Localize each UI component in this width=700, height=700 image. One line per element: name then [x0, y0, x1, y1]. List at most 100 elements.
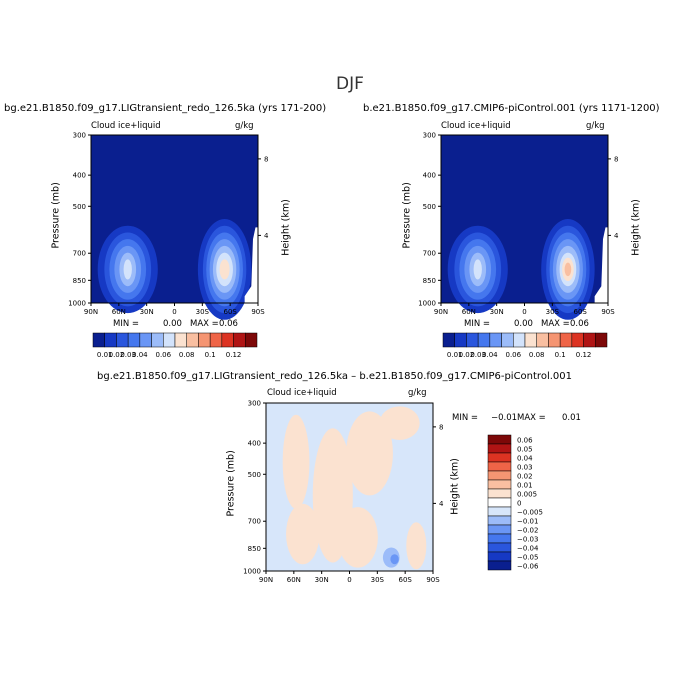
panel3-right-label: Height (km) [449, 458, 461, 515]
x-tick-label: 60S [573, 308, 587, 316]
colorbar-label: 0.06 [155, 351, 171, 359]
colorbar-label: 0.04 [517, 455, 533, 463]
colorbar-label: −0.005 [517, 509, 543, 517]
y-tick-label: 700 [248, 518, 261, 526]
colorbar-box [487, 551, 512, 562]
x-tick-label: 30N [315, 576, 329, 584]
panel1-max-value: 0.06 [219, 319, 238, 329]
contour-fill [286, 503, 320, 565]
contour-fill [406, 522, 427, 570]
y-tick-label: 850 [423, 277, 436, 285]
colorbar-label: 0 [517, 500, 521, 508]
height-tick-label: 4 [614, 232, 619, 240]
contour-fill [123, 259, 132, 280]
colorbar-box [487, 506, 512, 517]
figure-title: DJF [336, 74, 364, 94]
y-tick-label: 850 [248, 545, 261, 553]
colorbar-box [595, 332, 608, 348]
contour-fill [307, 409, 325, 430]
colorbar-label: 0.12 [226, 351, 242, 359]
x-tick-label: 90N [259, 576, 273, 584]
panel3-min-label: MIN = [452, 413, 479, 423]
y-tick-label: 500 [73, 203, 86, 211]
panel2-max-value: 0.06 [570, 319, 589, 329]
contour-fill [282, 414, 310, 509]
panel1-max-label: MAX = [190, 319, 219, 329]
colorbar-label: −0.05 [517, 554, 538, 562]
panel3-min-value: −0.01 [491, 413, 518, 423]
height-tick-label: 4 [264, 232, 269, 240]
panel3-max-value: 0.01 [562, 413, 581, 423]
colorbar-label: −0.03 [517, 536, 538, 544]
terrain-mask [594, 227, 608, 303]
contour-fill [219, 259, 230, 280]
x-tick-label: 60N [112, 308, 126, 316]
x-tick-label: 30S [196, 308, 210, 316]
x-tick-label: 30S [546, 308, 560, 316]
x-tick-label: 30S [371, 576, 385, 584]
colorbar-label: 0.03 [120, 351, 136, 359]
height-tick-label: 8 [439, 423, 443, 431]
colorbar-label: 0.04 [482, 351, 498, 359]
colorbar-label: −0.02 [517, 527, 538, 535]
panel3-max-label: MAX = [517, 413, 546, 423]
colorbar-box [487, 533, 512, 544]
y-tick-label: 700 [73, 250, 86, 258]
panel1-title: bg.e21.B1850.f09_g17.LIGtransient_redo_1… [4, 103, 327, 114]
panel1-field-label: Cloud ice+liquid [91, 121, 161, 131]
panel3-units: g/kg [408, 388, 427, 398]
contour-fill [379, 406, 420, 440]
x-tick-label: 0 [172, 308, 176, 316]
colorbar-label: 0.03 [517, 464, 533, 472]
colorbar-label: 0.01 [447, 351, 463, 359]
x-tick-label: 90N [434, 308, 448, 316]
panel2-title: b.e21.B1850.f09_g17.CMIP6-piControl.001 … [363, 103, 660, 114]
colorbar-label: 0.05 [517, 446, 533, 454]
colorbar-box [487, 452, 512, 463]
y-tick-label: 1000 [68, 300, 86, 308]
panel3-title: bg.e21.B1850.f09_g17.LIGtransient_redo_1… [97, 371, 572, 382]
colorbar-label: 0.02 [517, 473, 533, 481]
colorbar-label: 0.04 [132, 351, 148, 359]
colorbar-box [487, 524, 512, 535]
contour-fill [337, 507, 378, 568]
colorbar-label: 0.02 [459, 351, 475, 359]
colorbar-label: −0.06 [517, 563, 539, 571]
colorbar-label: −0.04 [517, 545, 539, 553]
colorbar-box [487, 497, 512, 508]
panel2-min-value: 0.00 [514, 319, 533, 329]
x-tick-label: 90S [251, 308, 265, 316]
colorbar-label: 0.005 [517, 491, 537, 499]
colorbar-label: 0.06 [517, 437, 533, 445]
contour-fill [564, 262, 572, 277]
y-tick-label: 500 [248, 471, 261, 479]
y-tick-label: 1000 [418, 300, 436, 308]
colorbar-box [487, 461, 512, 472]
y-tick-label: 850 [73, 277, 86, 285]
panel1-min-label: MIN = [113, 319, 140, 329]
panel3-field-label: Cloud ice+liquid [267, 388, 337, 398]
colorbar-label: 0.1 [555, 351, 566, 359]
contour-fill [390, 554, 399, 565]
y-tick-label: 400 [73, 172, 86, 180]
x-tick-label: 0 [347, 576, 351, 584]
y-tick-label: 500 [423, 203, 436, 211]
y-tick-label: 300 [423, 132, 436, 140]
x-tick-label: 30N [140, 308, 154, 316]
x-tick-label: 0 [522, 308, 526, 316]
colorbar-box [487, 515, 512, 526]
x-tick-label: 90S [426, 576, 440, 584]
height-tick-label: 8 [264, 155, 268, 163]
colorbar-box [487, 542, 512, 553]
panel1-min-value: 0.00 [163, 319, 182, 329]
y-tick-label: 1000 [243, 568, 261, 576]
colorbar-box [487, 443, 512, 454]
height-tick-label: 4 [439, 500, 444, 508]
colorbar-label: 0.08 [529, 351, 545, 359]
colorbar-box [487, 434, 512, 445]
colorbar-label: 0.12 [576, 351, 592, 359]
x-tick-label: 60S [223, 308, 237, 316]
